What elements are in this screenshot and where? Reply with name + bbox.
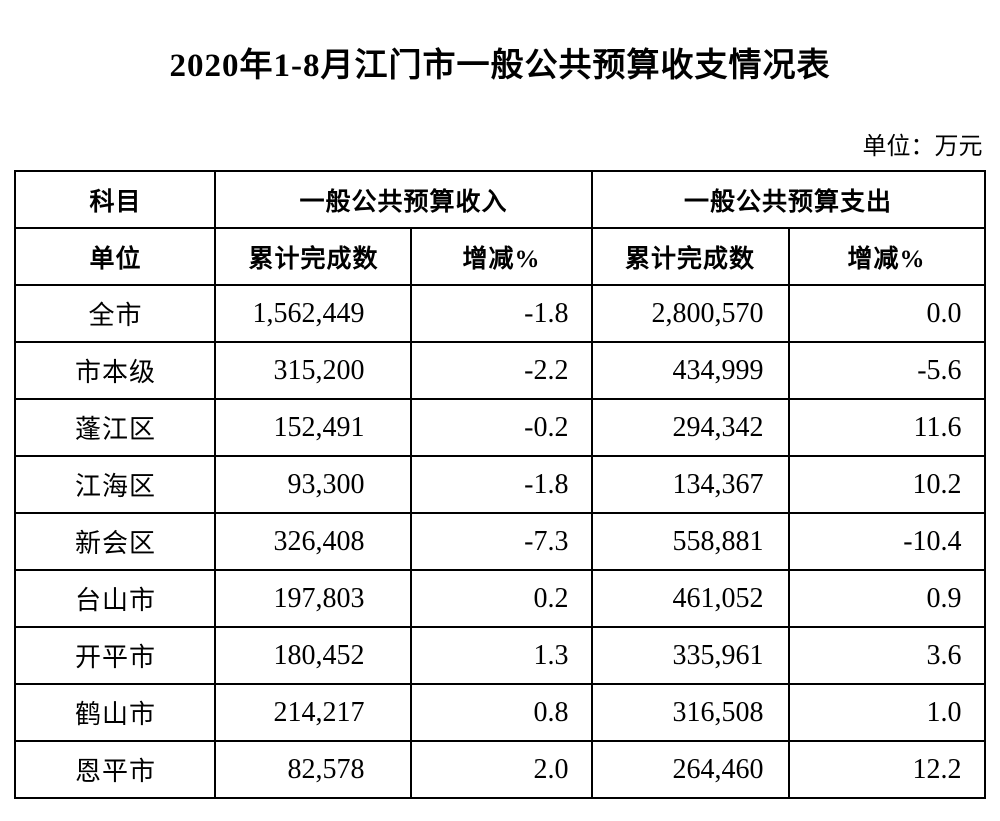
table-row: 蓬江区 152,491 -0.2 294,342 11.6	[14, 398, 986, 457]
unit-note: 单位：万元	[862, 134, 983, 160]
unit-cell: 恩平市	[14, 740, 217, 799]
unit-cell: 开平市	[14, 626, 217, 685]
header-expenditure-group: 一般公共预算支出	[590, 170, 986, 229]
table-row: 江海区 93,300 -1.8 134,367 10.2	[14, 455, 986, 514]
table-row: 台山市 197,803 0.2 461,052 0.9	[14, 569, 986, 628]
revenue-cumulative-cell: 197,803	[214, 569, 413, 628]
expenditure-change-cell: 1.0	[787, 683, 986, 742]
unit-cell: 蓬江区	[14, 398, 217, 457]
expenditure-cumulative-cell: 134,367	[590, 455, 790, 514]
unit-cell: 台山市	[14, 569, 217, 628]
revenue-cumulative-cell: 152,491	[214, 398, 413, 457]
revenue-change-cell: 1.3	[410, 626, 593, 685]
header-subject: 科目	[14, 170, 217, 229]
budget-report-page: 2020年1-8月江门市一般公共预算收支情况表 单位：万元 科目 一般公共预算收…	[14, 48, 986, 799]
revenue-change-cell: 0.2	[410, 569, 593, 628]
header-column-row: 单位 累计完成数 增减% 累计完成数 增减%	[14, 227, 986, 286]
header-revenue-cumulative: 累计完成数	[214, 227, 413, 286]
expenditure-cumulative-cell: 558,881	[590, 512, 790, 571]
budget-table: 科目 一般公共预算收入 一般公共预算支出 单位 累计完成数 增减% 累计完成数 …	[14, 170, 986, 799]
header-expenditure-cumulative: 累计完成数	[590, 227, 790, 286]
revenue-cumulative-cell: 93,300	[214, 455, 413, 514]
revenue-cumulative-cell: 326,408	[214, 512, 413, 571]
revenue-change-cell: -1.8	[410, 455, 593, 514]
header-unit: 单位	[14, 227, 217, 286]
table-row: 开平市 180,452 1.3 335,961 3.6	[14, 626, 986, 685]
header-group-row: 科目 一般公共预算收入 一般公共预算支出	[14, 170, 986, 229]
revenue-cumulative-cell: 1,562,449	[214, 284, 413, 343]
expenditure-cumulative-cell: 461,052	[590, 569, 790, 628]
table-row: 新会区 326,408 -7.3 558,881 -10.4	[14, 512, 986, 571]
unit-cell: 市本级	[14, 341, 217, 400]
expenditure-cumulative-cell: 316,508	[590, 683, 790, 742]
header-revenue-change: 增减%	[410, 227, 593, 286]
table-row: 全市 1,562,449 -1.8 2,800,570 0.0	[14, 284, 986, 343]
revenue-change-cell: 2.0	[410, 740, 593, 799]
unit-cell: 鹤山市	[14, 683, 217, 742]
expenditure-change-cell: 12.2	[787, 740, 986, 799]
table-row: 恩平市 82,578 2.0 264,460 12.2	[14, 740, 986, 799]
expenditure-cumulative-cell: 264,460	[590, 740, 790, 799]
revenue-cumulative-cell: 315,200	[214, 341, 413, 400]
unit-cell: 江海区	[14, 455, 217, 514]
revenue-cumulative-cell: 214,217	[214, 683, 413, 742]
page-title: 2020年1-8月江门市一般公共预算收支情况表	[169, 48, 831, 84]
expenditure-cumulative-cell: 2,800,570	[590, 284, 790, 343]
table-row: 市本级 315,200 -2.2 434,999 -5.6	[14, 341, 986, 400]
header-revenue-group: 一般公共预算收入	[214, 170, 593, 229]
expenditure-change-cell: 11.6	[787, 398, 986, 457]
unit-cell: 新会区	[14, 512, 217, 571]
expenditure-cumulative-cell: 335,961	[590, 626, 790, 685]
expenditure-change-cell: 3.6	[787, 626, 986, 685]
revenue-cumulative-cell: 180,452	[214, 626, 413, 685]
revenue-change-cell: -2.2	[410, 341, 593, 400]
revenue-change-cell: 0.8	[410, 683, 593, 742]
expenditure-cumulative-cell: 434,999	[590, 341, 790, 400]
expenditure-change-cell: -10.4	[787, 512, 986, 571]
expenditure-cumulative-cell: 294,342	[590, 398, 790, 457]
revenue-change-cell: -7.3	[410, 512, 593, 571]
revenue-change-cell: -0.2	[410, 398, 593, 457]
revenue-change-cell: -1.8	[410, 284, 593, 343]
expenditure-change-cell: 0.9	[787, 569, 986, 628]
header-expenditure-change: 增减%	[787, 227, 986, 286]
expenditure-change-cell: -5.6	[787, 341, 986, 400]
unit-cell: 全市	[14, 284, 217, 343]
expenditure-change-cell: 10.2	[787, 455, 986, 514]
expenditure-change-cell: 0.0	[787, 284, 986, 343]
revenue-cumulative-cell: 82,578	[214, 740, 413, 799]
table-row: 鹤山市 214,217 0.8 316,508 1.0	[14, 683, 986, 742]
